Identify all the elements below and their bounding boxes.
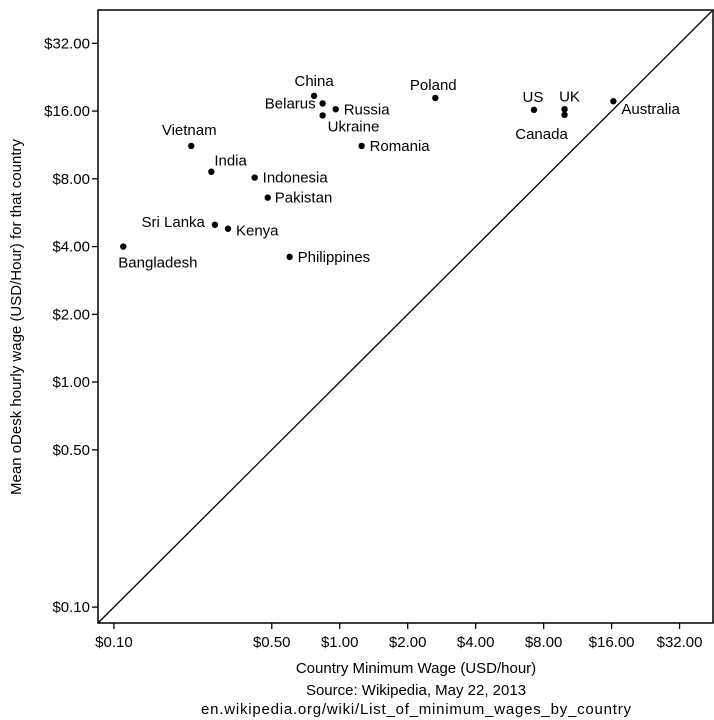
y-tick-label: $0.50 [52, 442, 90, 459]
point-china [310, 92, 318, 100]
point-belarus [319, 100, 326, 107]
x-tick-label: $4.00 [457, 634, 495, 651]
point-romania [358, 142, 365, 150]
point-label: Poland [410, 77, 457, 94]
x-tick-label: $0.50 [253, 634, 291, 651]
point-label: Indonesia [263, 170, 329, 187]
point-canada [561, 111, 568, 119]
x-axis-title: Country Minimum Wage (USD/hour) [296, 660, 536, 677]
point-label: Philippines [298, 249, 371, 266]
point-indonesia [251, 174, 258, 181]
point-india [208, 168, 215, 175]
point-label: Bangladesh [118, 255, 197, 272]
point-label: UK [559, 88, 580, 105]
point-label: Australia [621, 101, 680, 118]
point-pakistan [264, 194, 271, 201]
point-vietnam [188, 142, 195, 150]
point-label: China [294, 73, 334, 90]
point-label: Kenya [236, 223, 279, 240]
source-url-caption: en.wikipedia.org/wiki/List_of_minimum_wa… [201, 701, 632, 718]
point-label: Pakistan [275, 190, 333, 207]
point-australia [610, 98, 617, 105]
y-axis-title: Mean oDesk hourly wage (USD/Hour) for th… [8, 139, 25, 495]
y-tick-label: $0.10 [52, 599, 90, 616]
x-tick-label: $16.00 [589, 634, 635, 651]
y-tick-label: $4.00 [52, 239, 90, 256]
y-tick-label: $32.00 [44, 35, 90, 52]
y-axis-ticks: $0.10 $0.50 $1.00 $2.00 $4.00 $8.00 $16.00 $32.… [44, 35, 98, 616]
y-tick-label: $16.00 [44, 103, 90, 120]
y-tick-label: $8.00 [52, 171, 90, 188]
identity-reference-line [97, 9, 714, 624]
point-us [530, 106, 538, 114]
point-label: Vietnam [162, 122, 217, 139]
x-tick-label: $2.00 [389, 634, 427, 651]
x-tick-label: $1.00 [321, 634, 359, 651]
x-tick-label: $8.00 [525, 634, 563, 651]
point-sri-lanka [211, 221, 219, 228]
x-axis-ticks: $0.10 $0.50 $1.00 $2.00 $4.00 $8.00 $16.00 $32.… [95, 623, 703, 651]
point-label: Canada [515, 126, 568, 143]
y-tick-label: $1.00 [52, 374, 90, 391]
point-label: Sri Lanka [142, 214, 206, 231]
point-kenya [224, 225, 232, 232]
point-ukraine [319, 112, 326, 119]
point-poland [432, 94, 439, 102]
point-label: Ukraine [328, 118, 380, 135]
point-bangladesh [120, 243, 127, 250]
x-tick-label: $32.00 [657, 634, 703, 651]
y-tick-label: $2.00 [52, 306, 90, 323]
point-uk [561, 106, 568, 113]
plot-frame [97, 9, 714, 624]
point-label: Romania [370, 138, 431, 155]
point-label: India [214, 153, 247, 170]
point-philippines [286, 253, 293, 261]
point-russia [332, 106, 339, 113]
x-tick-label: $0.10 [95, 634, 133, 651]
point-label: Belarus [265, 95, 316, 112]
point-label: US [523, 89, 544, 106]
point-label: Russia [344, 101, 391, 118]
source-caption: Source: Wikipedia, May 22, 2013 [306, 682, 526, 699]
